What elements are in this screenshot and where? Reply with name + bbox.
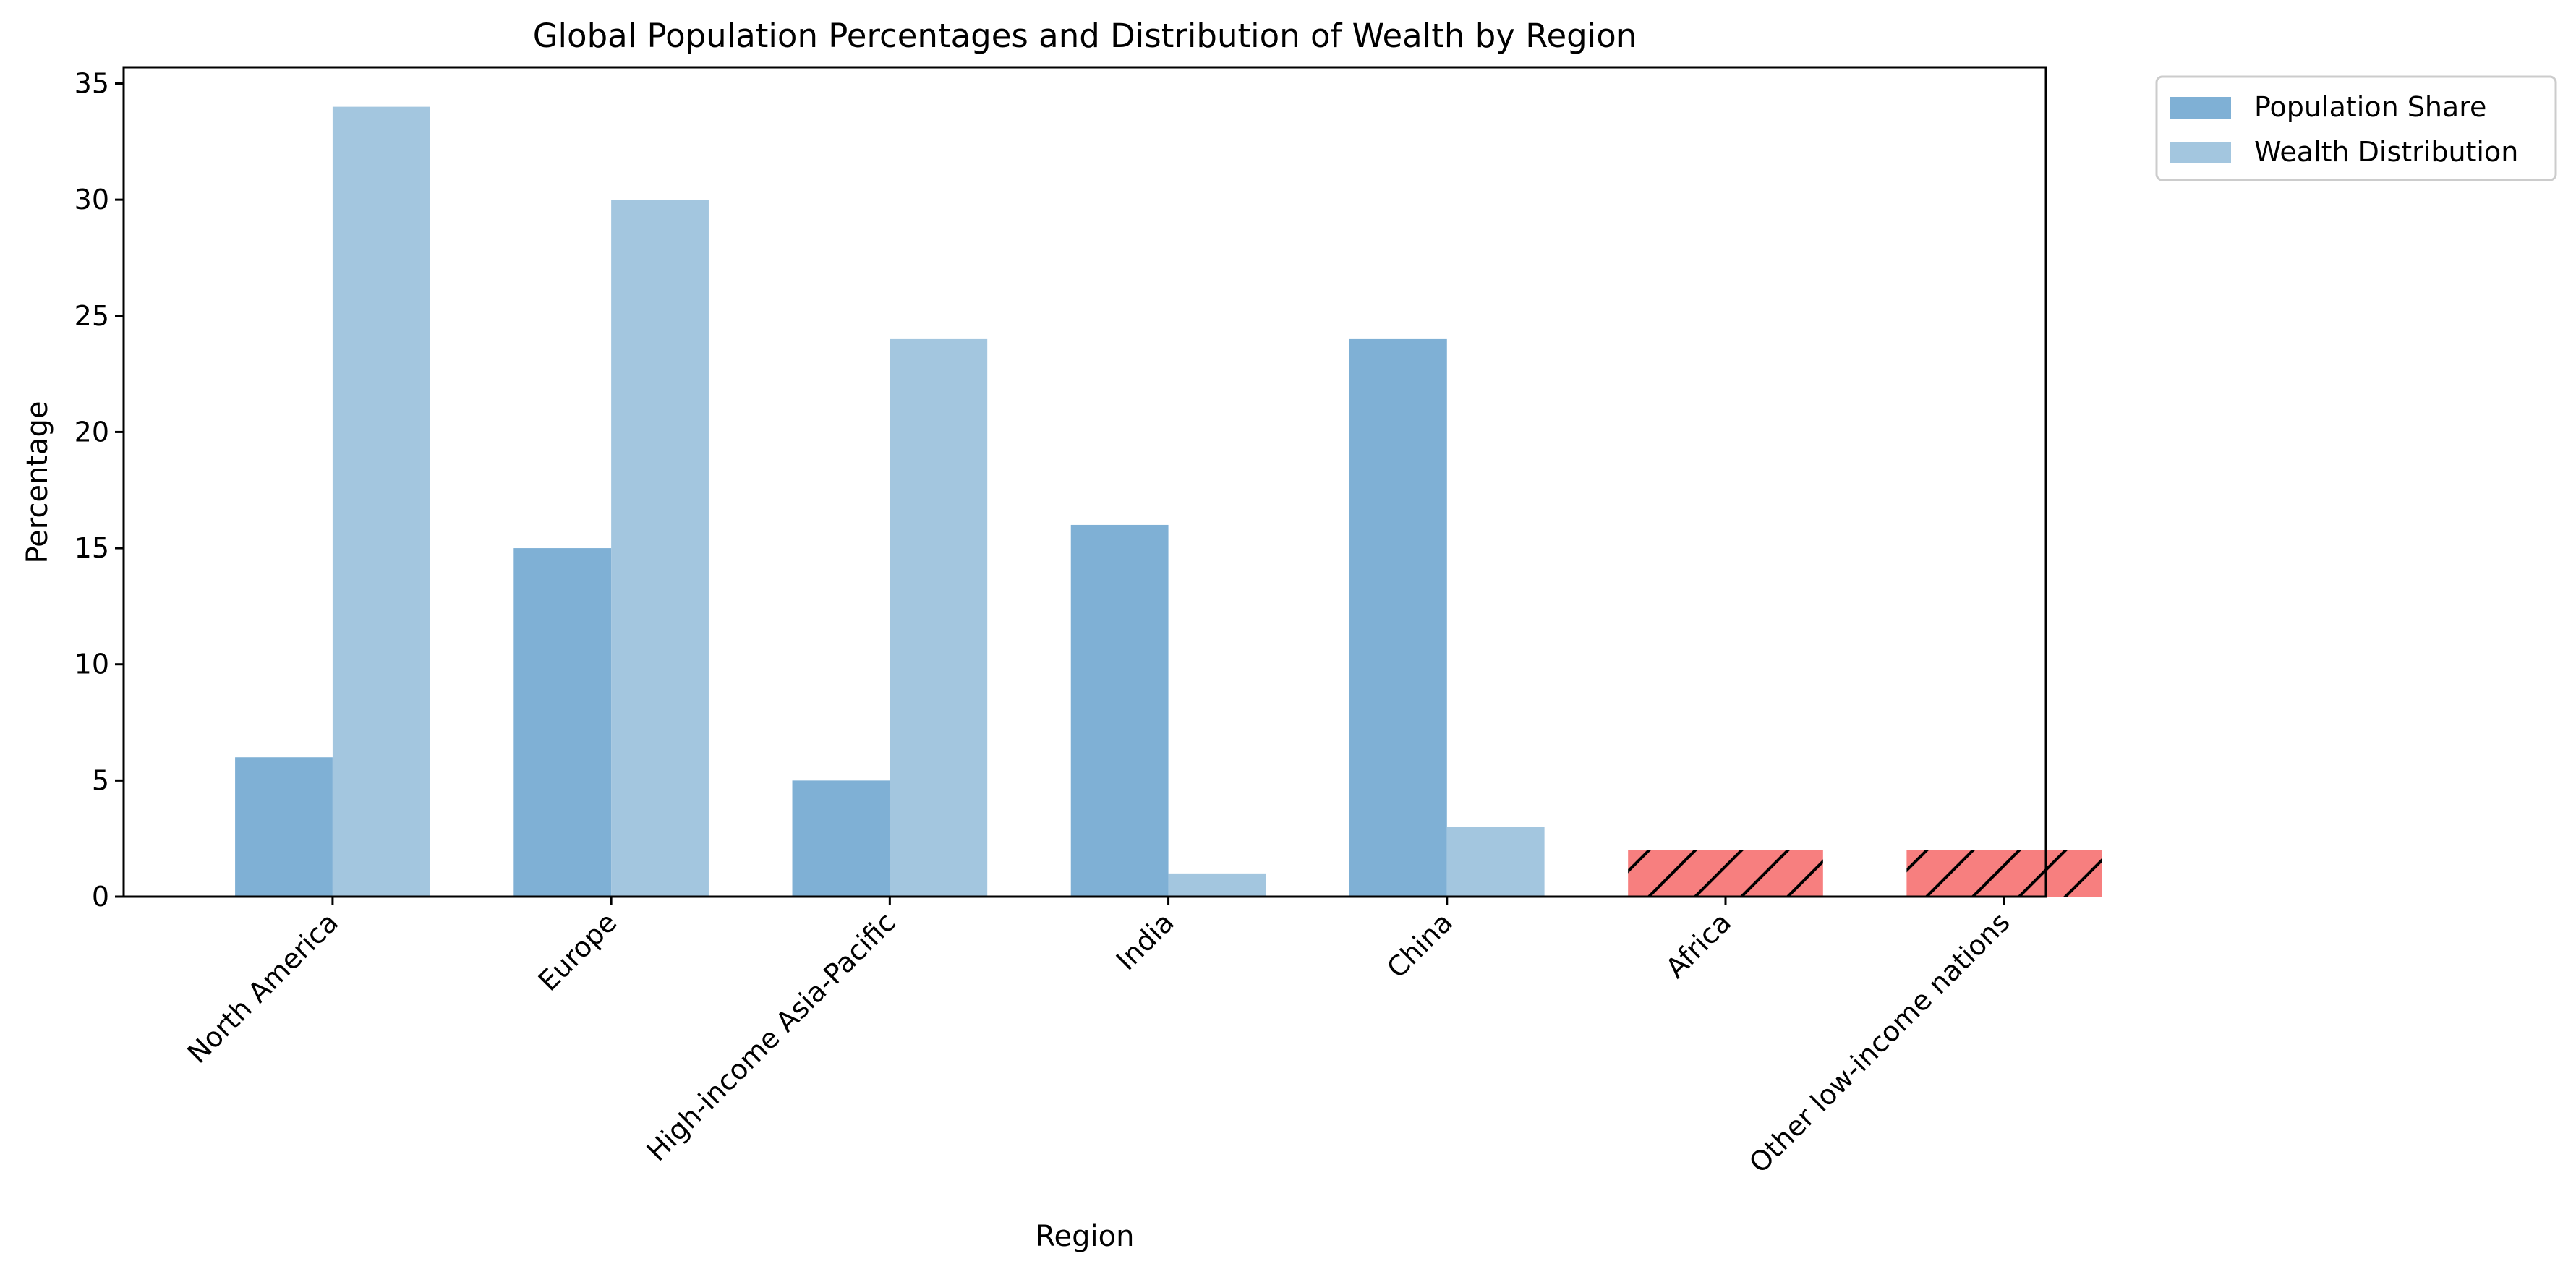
legend-frame (2155, 75, 2557, 181)
y-tick-label-35: 35 (74, 67, 109, 99)
y-tick-label-25: 25 (74, 300, 109, 332)
x-tick-label-other-low-income-nations: Other low-income nations (1743, 906, 2016, 1179)
y-tick-label-5: 5 (92, 764, 109, 796)
legend-label-wealth-distribution: Wealth Distribution (2254, 136, 2518, 168)
legend-swatch-wealth-distribution (2170, 142, 2231, 163)
x-tick-label-africa: Africa (1660, 906, 1738, 984)
x-tick-label-north-america: North America (182, 906, 345, 1069)
legend-label-population-share: Population Share (2254, 91, 2486, 123)
plot-area (235, 106, 2102, 897)
bar-population-share-high-income-asia-pacific (792, 780, 890, 897)
y-axis-label: Percentage (21, 401, 54, 563)
x-tick-label-china: China (1381, 906, 1459, 984)
bar-wealth-distribution-india (1168, 873, 1266, 897)
y-tick-label-20: 20 (74, 416, 109, 448)
bar-wealth-distribution-europe (611, 200, 709, 897)
chart-title: Global Population Percentages and Distri… (533, 17, 1637, 55)
bar-population-share-north-america (235, 757, 333, 897)
x-tick-label-europe: Europe (532, 906, 623, 997)
legend: Population Share Wealth Distribution (2155, 75, 2557, 181)
x-axis-label: Region (1036, 1220, 1135, 1253)
y-tick-label-30: 30 (74, 184, 109, 215)
bar-wealth-distribution-china (1446, 827, 1545, 897)
bar-population-share-europe (513, 548, 612, 897)
bar-combined-africa (1628, 850, 1823, 897)
bar-wealth-distribution-north-america (332, 106, 430, 897)
plot-frame (122, 66, 2047, 898)
x-tick-label-india: India (1110, 906, 1180, 976)
bar-population-share-india (1070, 524, 1169, 897)
y-tick-label-15: 15 (74, 532, 109, 564)
x-tick-label-high-income-asia-pacific: High-income Asia-Pacific (641, 906, 902, 1167)
x-axis: North America Europe High-income Asia-Paci… (182, 897, 2016, 1179)
y-tick-label-0: 0 (92, 881, 109, 913)
bar-population-share-china (1349, 338, 1447, 897)
legend-swatch-population-share (2170, 97, 2231, 119)
y-tick-label-10: 10 (74, 649, 109, 680)
y-axis: 0 5 10 15 20 25 30 35 (74, 67, 124, 913)
bar-combined-other-low-income-nations (1906, 850, 2102, 897)
bar-wealth-distribution-high-income-asia-pacific (890, 338, 988, 897)
